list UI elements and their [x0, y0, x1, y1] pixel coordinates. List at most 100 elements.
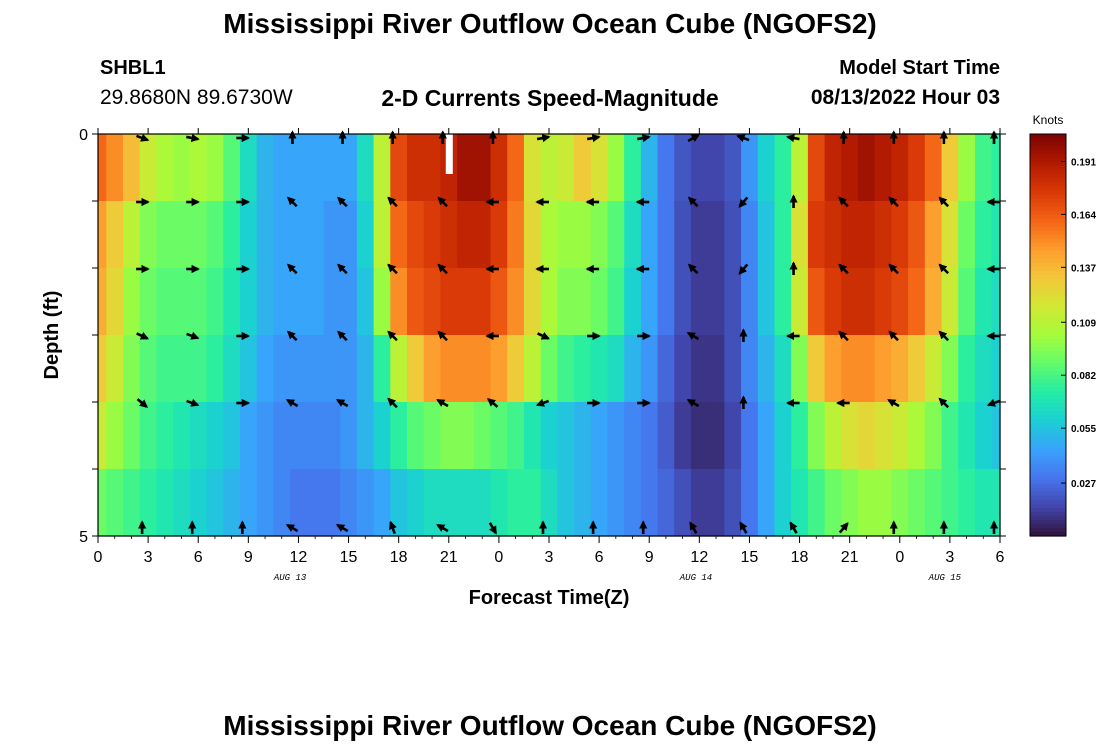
current-arrow: [838, 330, 849, 342]
heatmap-cell: [139, 335, 158, 403]
heatmap-cell: [173, 134, 191, 202]
heatmap-cell: [557, 201, 575, 269]
heatmap-cell: [507, 201, 525, 269]
heatmap-cell: [306, 268, 325, 336]
heatmap-cell: [590, 268, 609, 336]
heatmap-cell: [523, 268, 542, 336]
current-arrow: [337, 330, 348, 342]
colorbar-segment: [1030, 142, 1066, 147]
heatmap-cell: [523, 402, 542, 470]
heatmap-cell: [306, 402, 325, 470]
heatmap-cell: [223, 402, 241, 470]
heatmap-cell: [791, 134, 809, 202]
heatmap-cell: [858, 268, 876, 336]
heatmap-cell: [106, 469, 124, 537]
heatmap-cell: [774, 335, 792, 403]
heatmap-cell: [690, 402, 709, 470]
heatmap-cell: [457, 268, 475, 336]
heatmap-cell: [473, 402, 492, 470]
heatmap-cell: [557, 402, 575, 470]
heatmap-cell: [356, 268, 375, 336]
heatmap-cell: [674, 268, 692, 336]
colorbar-segment: [1030, 335, 1066, 340]
colorbar-segment: [1030, 154, 1066, 159]
heatmap-cell: [540, 469, 558, 537]
model-start-value: 08/13/2022 Hour 03: [810, 86, 1000, 109]
heatmap-cell: [323, 335, 341, 403]
x-tick-label: 3: [144, 549, 153, 566]
colorbar-segment: [1030, 431, 1066, 437]
heatmap-cell: [256, 134, 274, 202]
heatmap-cell: [657, 201, 675, 269]
heatmap-cell: [607, 402, 625, 470]
heatmap-cell: [991, 268, 1001, 336]
heatmap-cell: [741, 134, 759, 202]
heatmap-cell: [98, 268, 107, 336]
date-label: AUG 13: [273, 573, 307, 583]
x-tick-label: 3: [945, 549, 954, 566]
heatmap-cell: [841, 134, 859, 202]
heatmap-cell: [98, 335, 107, 403]
heatmap-cell: [674, 469, 692, 537]
heatmap-cell: [98, 402, 107, 470]
x-tick-label: 9: [244, 549, 253, 566]
heatmap-cell: [407, 335, 425, 403]
heatmap-cell: [223, 469, 241, 537]
colorbar-segment: [1030, 270, 1066, 276]
x-tick-label: 18: [791, 549, 809, 566]
colorbar-segment: [1030, 447, 1066, 453]
heatmap-cell: [523, 201, 542, 269]
heatmap-cell: [356, 201, 375, 269]
heatmap-cell: [457, 402, 475, 470]
heatmap-cells: [98, 134, 1001, 537]
heatmap-cell: [741, 201, 759, 269]
heatmap-cell: [173, 201, 191, 269]
heatmap-cell: [407, 201, 425, 269]
heatmap-cell: [98, 134, 107, 202]
current-arrow: [285, 398, 299, 408]
heatmap-cell: [624, 201, 642, 269]
colorbar-segment: [1030, 523, 1066, 529]
heatmap-cell: [473, 469, 492, 537]
current-arrow: [838, 196, 849, 208]
current-arrow: [285, 523, 299, 533]
heatmap-cell: [757, 134, 776, 202]
y-axis-label: Depth (ft): [41, 291, 63, 380]
colorbar-segment: [1030, 499, 1066, 505]
heatmap-cell: [690, 268, 709, 336]
heatmap-cell: [473, 134, 492, 202]
current-arrow: [938, 263, 950, 275]
colorbar-segment: [1030, 218, 1066, 224]
date-labels: AUG 13 AUG 14 AUG 15: [273, 573, 962, 583]
current-arrow: [986, 398, 1001, 407]
colorbar-tick-label: 0.027: [1071, 479, 1096, 490]
current-arrow: [487, 398, 499, 408]
heatmap-cell: [356, 402, 375, 470]
colorbar-segment: [1030, 230, 1066, 236]
heatmap-cell: [640, 201, 659, 269]
heatmap-cell: [523, 134, 542, 202]
heatmap-cell: [590, 335, 609, 403]
colorbar-segment: [1030, 138, 1066, 143]
heatmap-cell: [189, 335, 208, 403]
heatmap-cell: [974, 268, 993, 336]
x-tick-label: 0: [94, 549, 103, 566]
heatmap-cell: [306, 335, 325, 403]
heatmap-cell: [841, 201, 859, 269]
current-arrow: [537, 331, 550, 340]
heatmap-cell: [440, 469, 458, 537]
heatmap-cell: [123, 402, 141, 470]
heatmap-cell: [507, 469, 525, 537]
heatmap-cell: [156, 201, 174, 269]
heatmap-cell: [557, 469, 575, 537]
heatmap-cell: [390, 469, 408, 537]
heatmap-cell: [574, 268, 592, 336]
heatmap-cell: [908, 402, 926, 470]
current-arrow: [888, 330, 899, 342]
heatmap-cell: [841, 335, 859, 403]
heatmap-cell: [273, 402, 291, 470]
heatmap-cell: [189, 402, 208, 470]
heatmap-cell: [189, 134, 208, 202]
colorbar-segment: [1030, 198, 1066, 203]
heatmap-cell: [457, 335, 475, 403]
